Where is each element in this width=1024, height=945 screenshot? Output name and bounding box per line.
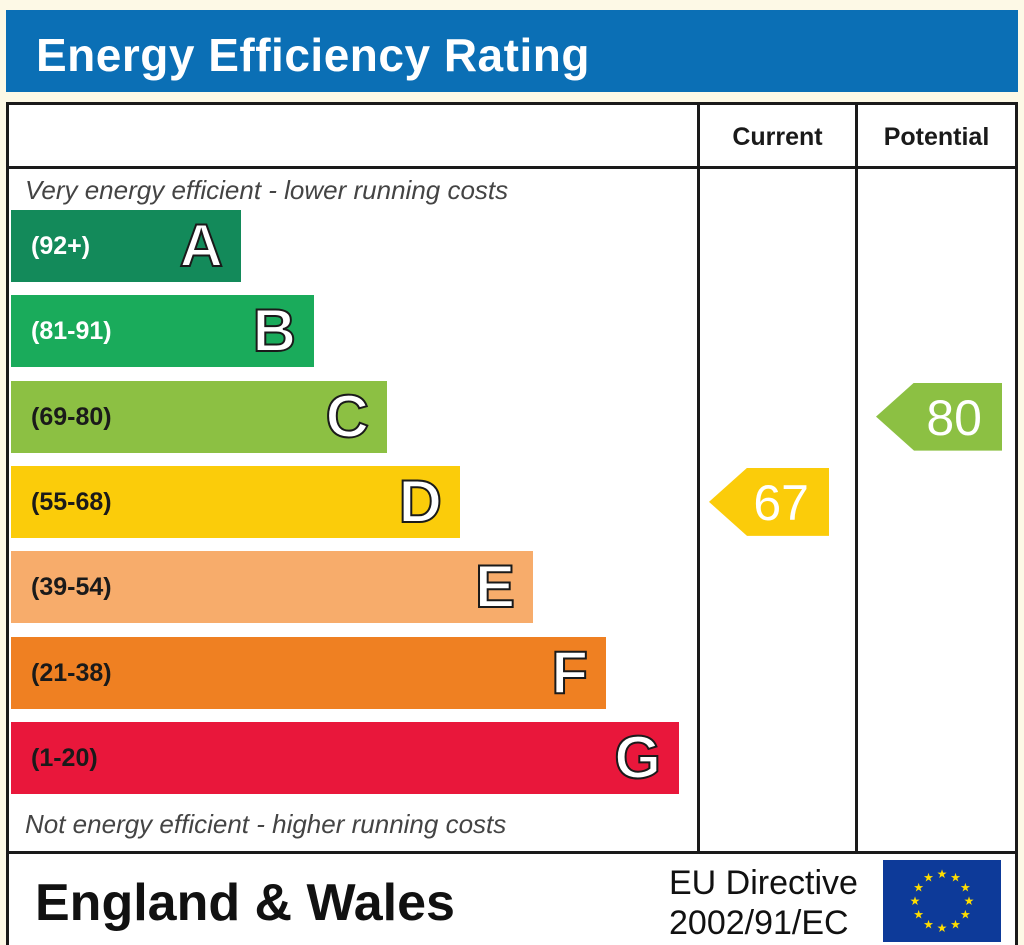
directive-line-2: 2002/91/EC [669,904,849,942]
title-bar: Energy Efficiency Rating [6,10,1018,92]
band-c: (69-80) C [11,380,387,453]
star-icon: ★ [913,908,924,922]
potential-column-header: Potential [883,123,990,151]
band-range-label: (55-68) [31,487,112,516]
star-icon: ★ [910,894,921,908]
star-icon: ★ [950,871,961,885]
current-rating-value: 67 [753,474,809,531]
band-letter-label: E [474,553,516,621]
top-note: Very energy efficient - lower running co… [25,175,509,205]
star-icon: ★ [937,921,948,935]
bottom-note: Not energy efficient - higher running co… [25,809,507,839]
band-range-label: (92+) [31,232,91,260]
band-letter-label: B [252,297,297,365]
divider-potential [855,105,858,854]
band-letter-label: D [398,467,443,535]
band-b: (81-91) B [11,295,314,368]
band-letter-label: G [613,723,662,791]
rating-frame: Current Potential Very energy efficient … [6,102,1018,945]
star-icon: ★ [950,917,961,931]
star-icon: ★ [923,917,934,931]
band-letter-label: F [550,638,589,706]
current-rating-arrow: 67 [709,467,829,536]
star-icon: ★ [960,908,971,922]
band-d: (55-68) D [11,465,460,538]
star-icon: ★ [960,881,971,895]
band-e: (39-54) E [11,551,533,624]
eu-flag-icon: ★ ★★★★★★★★★★★ [883,860,1001,942]
band-range-label: (21-38) [31,658,112,687]
footer-divider [9,851,1015,854]
band-range-label: (1-20) [31,743,98,772]
divider-current [697,105,700,854]
footer-directive: EU Directive 2002/91/EC [669,863,858,943]
band-f: (21-38) F [11,636,606,709]
current-column-header: Current [732,123,823,151]
band-letter-label: A [179,212,224,279]
band-range-label: (81-91) [31,317,112,346]
footer-country: England & Wales [35,874,455,932]
star-icon: ★ [964,894,975,908]
band-g: (1-20) G [11,721,679,794]
band-letter-label: C [325,382,370,450]
star-icon: ★ [913,881,924,895]
header-divider [9,166,1015,169]
band-a: (92+) A [11,210,241,282]
chart-title: Energy Efficiency Rating [36,29,590,81]
potential-rating-arrow: 80 [876,382,1002,451]
star-icon: ★ [923,871,934,885]
star-icon: ★ [937,867,948,881]
band-range-label: (69-80) [31,402,112,431]
potential-rating-value: 80 [926,389,982,446]
band-range-label: (39-54) [31,573,112,602]
directive-line-1: EU Directive [669,864,858,902]
